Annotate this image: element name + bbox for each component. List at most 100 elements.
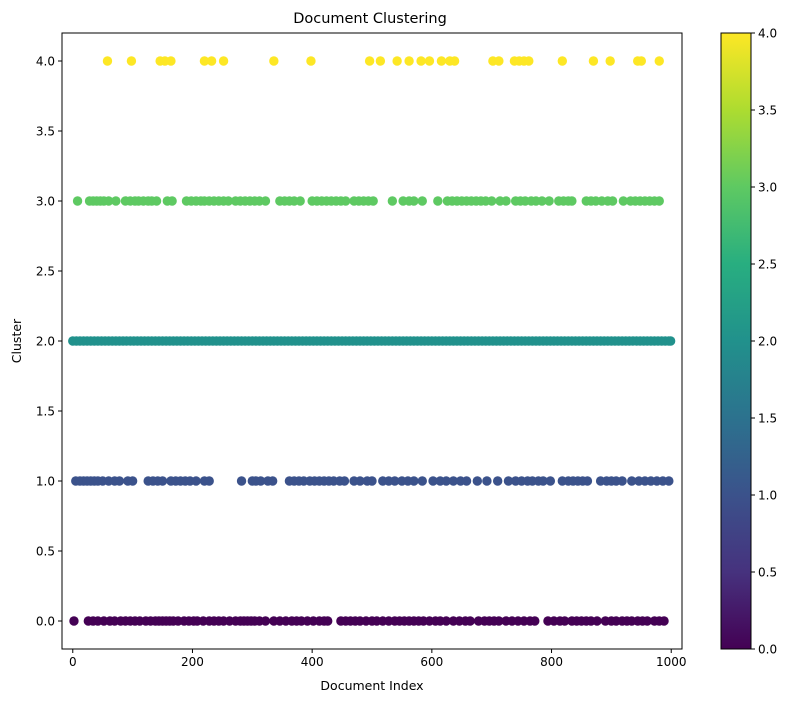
data-point-cluster-1 xyxy=(267,476,278,486)
data-point-cluster-1 xyxy=(617,476,627,486)
colorbar-gradient xyxy=(720,32,752,650)
data-point-cluster-3 xyxy=(567,196,577,206)
data-point-cluster-4 xyxy=(416,56,426,66)
data-point-cluster-4 xyxy=(392,56,402,66)
data-point-cluster-3 xyxy=(417,196,427,206)
data-point-cluster-3 xyxy=(501,196,511,206)
data-point-cluster-4 xyxy=(605,56,615,66)
data-point-cluster-1 xyxy=(236,476,247,486)
data-point-cluster-4 xyxy=(126,56,137,66)
data-point-cluster-3 xyxy=(433,196,443,206)
data-point-cluster-1 xyxy=(448,476,459,486)
data-point-cluster-1 xyxy=(472,476,483,486)
y-axis-label: Cluster xyxy=(9,318,24,363)
data-point-cluster-0 xyxy=(69,616,79,626)
data-point-cluster-0 xyxy=(560,616,570,626)
data-point-cluster-3 xyxy=(486,196,497,206)
colorbar-tick-label: 3.0 xyxy=(758,180,777,194)
x-tick-label: 600 xyxy=(420,655,443,669)
colorbar-tick-label: 0.0 xyxy=(758,642,777,656)
data-point-cluster-0 xyxy=(465,616,475,626)
data-point-cluster-1 xyxy=(417,476,427,486)
data-point-cluster-4 xyxy=(654,56,664,66)
data-point-cluster-1 xyxy=(367,476,377,486)
data-point-cluster-1 xyxy=(409,476,419,486)
data-point-cluster-3 xyxy=(544,196,554,206)
data-point-cluster-3 xyxy=(409,196,419,206)
y-tick-label: 1.0 xyxy=(36,474,55,488)
data-point-cluster-0 xyxy=(260,616,271,626)
scatter-points xyxy=(68,56,676,626)
colorbar: 0.0 0.5 1.0 1.5 2.0 2.5 3.0 3.5 4.0 xyxy=(720,26,777,656)
data-point-cluster-3 xyxy=(260,196,271,206)
colorbar-tick-label: 1.0 xyxy=(758,488,777,502)
data-point-cluster-4 xyxy=(364,56,375,66)
data-point-cluster-0 xyxy=(323,616,333,626)
data-point-cluster-0 xyxy=(441,616,451,626)
data-point-cluster-1 xyxy=(157,476,168,486)
x-tick-label: 1000 xyxy=(656,655,687,669)
y-axis-ticks: 0.0 0.5 1.0 1.5 2.0 2.5 3.0 3.5 4.0 xyxy=(36,54,62,628)
x-axis-label: Document Index xyxy=(320,678,423,693)
y-tick-label: 2.0 xyxy=(36,334,55,348)
data-point-cluster-4 xyxy=(449,56,460,66)
data-point-cluster-4 xyxy=(588,56,599,66)
data-point-cluster-3 xyxy=(151,196,162,206)
x-tick-label: 0 xyxy=(69,655,77,669)
data-point-cluster-3 xyxy=(607,196,618,206)
data-point-cluster-1 xyxy=(114,476,125,486)
colorbar-tick-label: 4.0 xyxy=(758,26,777,40)
data-point-cluster-3 xyxy=(103,196,114,206)
colorbar-ticks: 0.0 0.5 1.0 1.5 2.0 2.5 3.0 3.5 4.0 xyxy=(751,26,777,656)
x-tick-label: 800 xyxy=(540,655,563,669)
data-point-cluster-1 xyxy=(355,476,365,486)
data-point-cluster-0 xyxy=(530,616,540,626)
data-point-cluster-4 xyxy=(102,56,113,66)
data-point-cluster-1 xyxy=(127,476,138,486)
data-point-cluster-4 xyxy=(524,56,534,66)
data-point-cluster-1 xyxy=(461,476,472,486)
y-tick-label: 1.5 xyxy=(36,404,55,418)
data-point-cluster-4 xyxy=(269,56,279,66)
data-point-cluster-0 xyxy=(592,616,602,626)
data-point-cluster-1 xyxy=(339,476,350,486)
data-point-cluster-4 xyxy=(199,56,210,66)
data-point-cluster-0 xyxy=(494,616,504,626)
data-point-cluster-3 xyxy=(387,196,398,206)
data-point-cluster-1 xyxy=(204,476,214,486)
data-point-cluster-3 xyxy=(537,196,547,206)
data-point-cluster-1 xyxy=(482,476,492,486)
data-point-cluster-4 xyxy=(166,56,176,66)
colorbar-tick-label: 2.5 xyxy=(758,257,777,271)
data-point-cluster-4 xyxy=(206,56,217,66)
colorbar-tick-label: 2.0 xyxy=(758,334,777,348)
data-point-cluster-1 xyxy=(545,476,556,486)
data-point-cluster-1 xyxy=(390,476,400,486)
y-tick-label: 4.0 xyxy=(36,54,55,68)
data-point-cluster-3 xyxy=(295,196,305,206)
data-point-cluster-4 xyxy=(424,56,435,66)
data-point-cluster-4 xyxy=(636,56,647,66)
chart-title: Document Clustering xyxy=(293,11,447,27)
data-point-cluster-1 xyxy=(191,476,201,486)
data-point-cluster-3 xyxy=(72,196,83,206)
data-point-cluster-3 xyxy=(368,196,378,206)
data-point-cluster-1 xyxy=(441,476,451,486)
data-point-cluster-3 xyxy=(618,196,629,206)
data-point-cluster-0 xyxy=(642,616,652,626)
data-point-cluster-4 xyxy=(218,56,229,66)
data-point-cluster-3 xyxy=(654,196,664,206)
plot-area: 0 200 400 600 800 1000 0.0 0.5 1.0 1.5 2.0 2.5 3.0 3… xyxy=(36,32,687,669)
data-point-cluster-1 xyxy=(627,476,637,486)
data-point-cluster-2 xyxy=(665,336,676,346)
data-point-cluster-4 xyxy=(436,56,447,66)
x-tick-label: 200 xyxy=(181,655,204,669)
data-point-cluster-1 xyxy=(538,476,548,486)
data-point-cluster-0 xyxy=(659,616,669,626)
data-point-cluster-4 xyxy=(306,56,316,66)
y-tick-label: 3.5 xyxy=(36,124,55,138)
data-point-cluster-4 xyxy=(557,56,568,66)
data-point-cluster-3 xyxy=(167,196,177,206)
data-point-cluster-1 xyxy=(428,476,438,486)
